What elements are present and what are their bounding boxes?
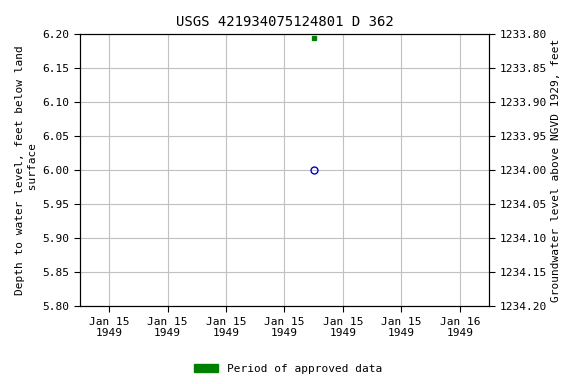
Y-axis label: Groundwater level above NGVD 1929, feet: Groundwater level above NGVD 1929, feet [551, 39, 561, 302]
Y-axis label: Depth to water level, feet below land
 surface: Depth to water level, feet below land su… [15, 45, 38, 295]
Legend: Period of approved data: Period of approved data [190, 359, 386, 379]
Title: USGS 421934075124801 D 362: USGS 421934075124801 D 362 [176, 15, 393, 29]
